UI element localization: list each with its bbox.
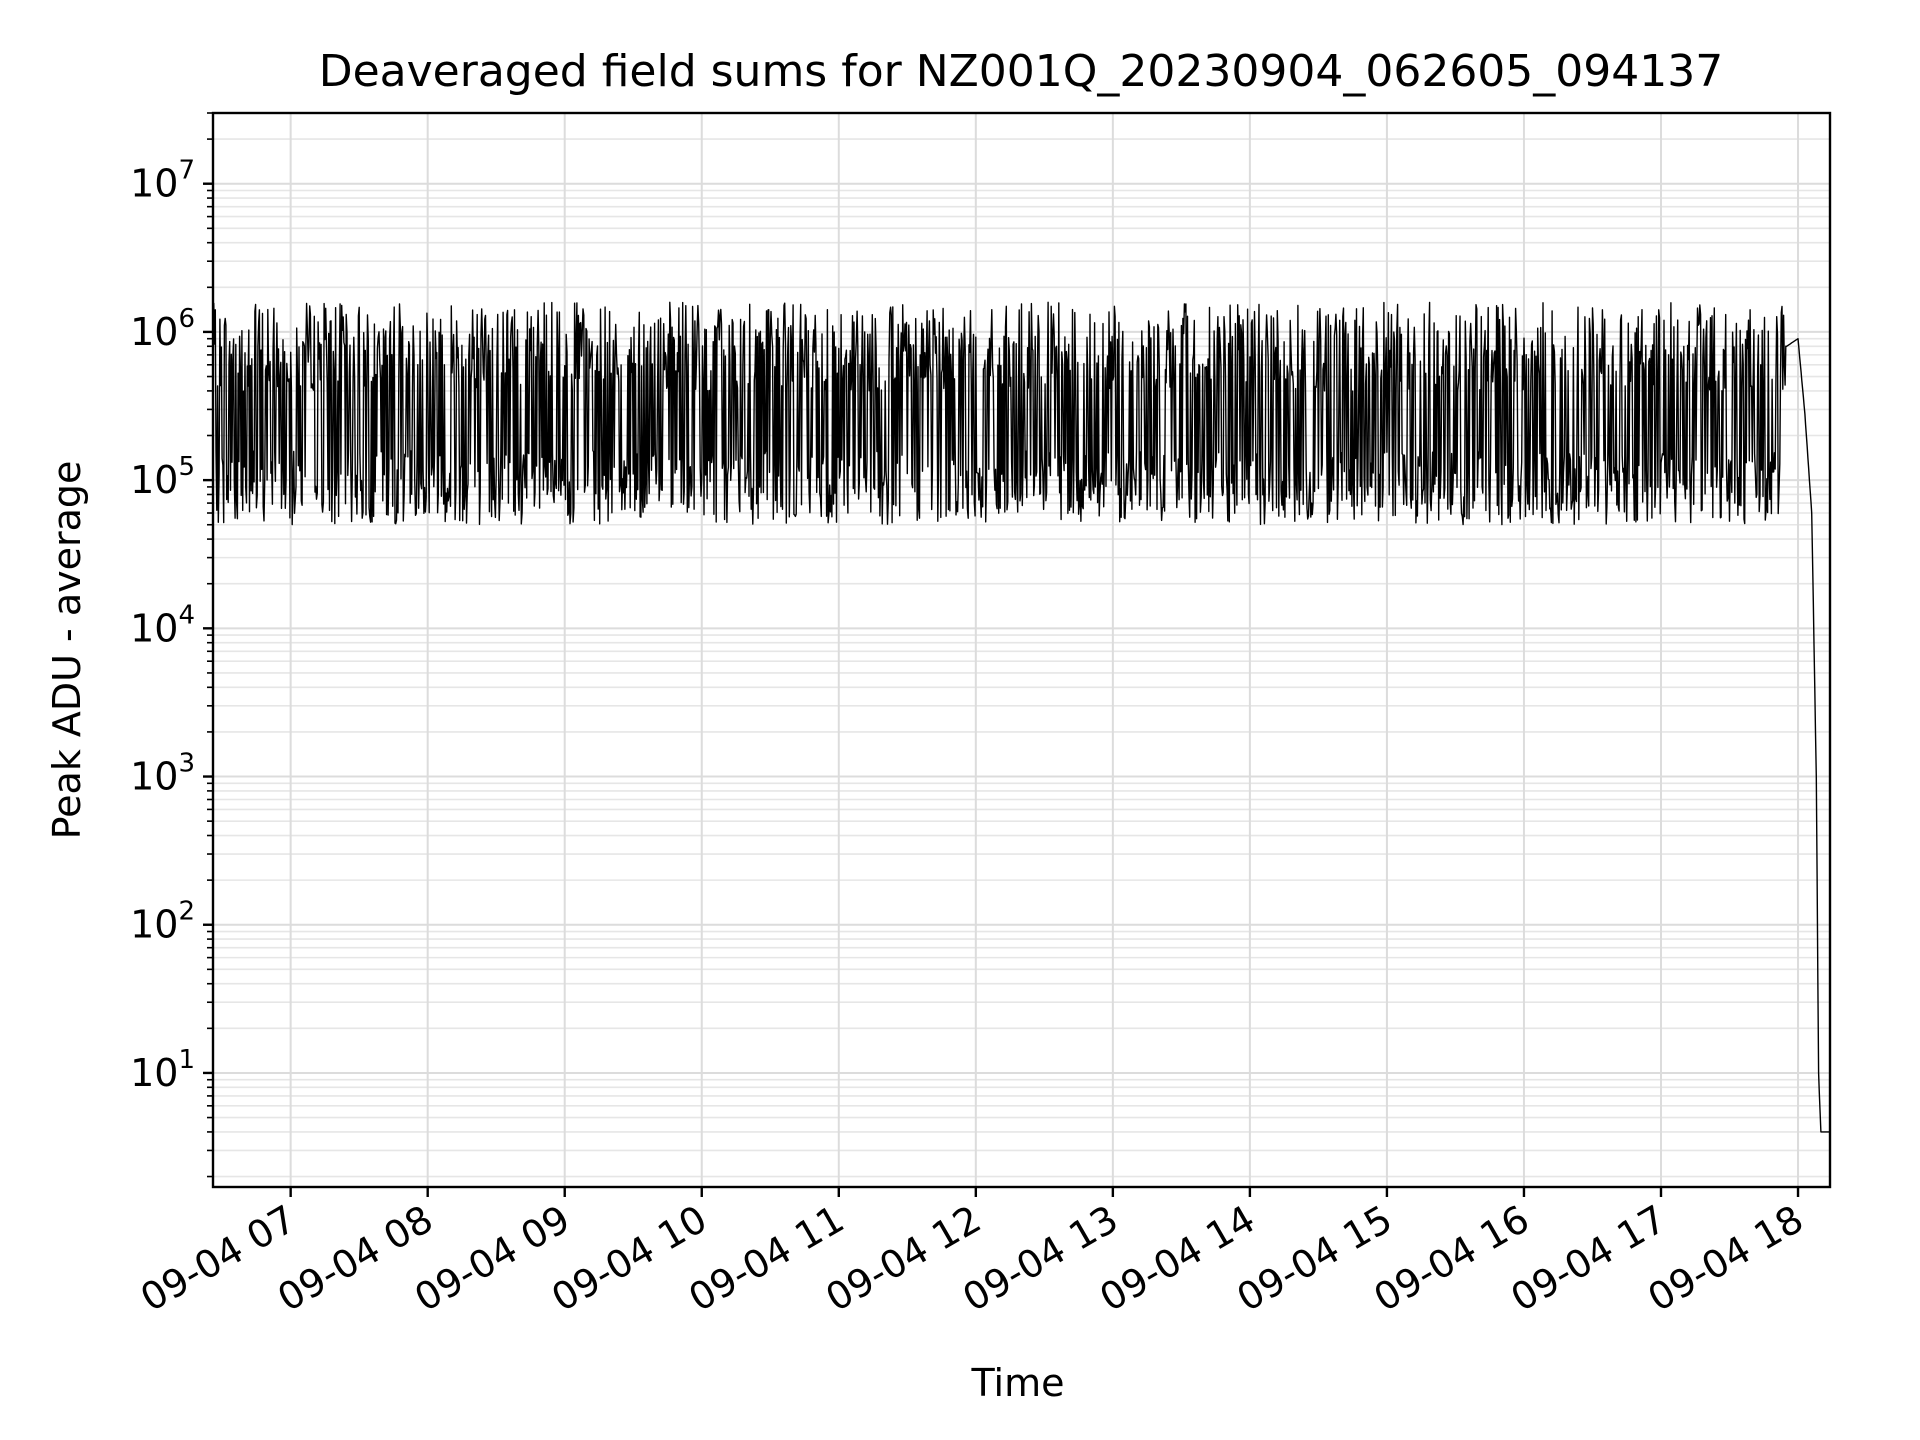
data-series: [212, 301, 1830, 1133]
plot-frame: [211, 111, 1832, 1189]
y-tick-label: 106: [130, 304, 195, 354]
chart-title: Deaveraged field sums for NZ001Q_2023090…: [319, 46, 1724, 97]
grid-major-lines: [213, 113, 1830, 1187]
y-tick-label: 103: [130, 749, 195, 799]
x-tick-label: 09-04 09: [407, 1197, 577, 1321]
grid-minor-lines: [213, 112, 1830, 1178]
x-axis-label: Time: [971, 1361, 1065, 1405]
x-tick-label: 09-04 18: [1641, 1197, 1811, 1321]
y-tick-label: 105: [130, 452, 195, 502]
y-tick-label: 101: [130, 1045, 195, 1095]
x-tick-label: 09-04 11: [681, 1197, 851, 1321]
x-tick-label: 09-04 16: [1366, 1197, 1536, 1321]
x-tick-label: 09-04 10: [544, 1197, 714, 1321]
y-tick-label: 107: [130, 156, 195, 206]
y-tick-label: 104: [130, 600, 195, 650]
y-axis-label: Peak ADU - average: [45, 461, 89, 840]
x-tick-label: 09-04 14: [1092, 1197, 1262, 1321]
x-tick-label: 09-04 07: [133, 1197, 303, 1321]
y-tick-label: 102: [130, 897, 195, 947]
y-axis: 101 102 103 104 105 106 107: [130, 112, 213, 1178]
x-tick-label: 09-04 12: [818, 1197, 988, 1321]
x-tick-label: 09-04 15: [1229, 1197, 1399, 1321]
x-tick-label: 09-04 17: [1504, 1197, 1674, 1321]
x-tick-label: 09-04 13: [955, 1197, 1125, 1321]
x-tick-label: 09-04 08: [270, 1197, 440, 1321]
series-line: [212, 301, 1830, 1133]
